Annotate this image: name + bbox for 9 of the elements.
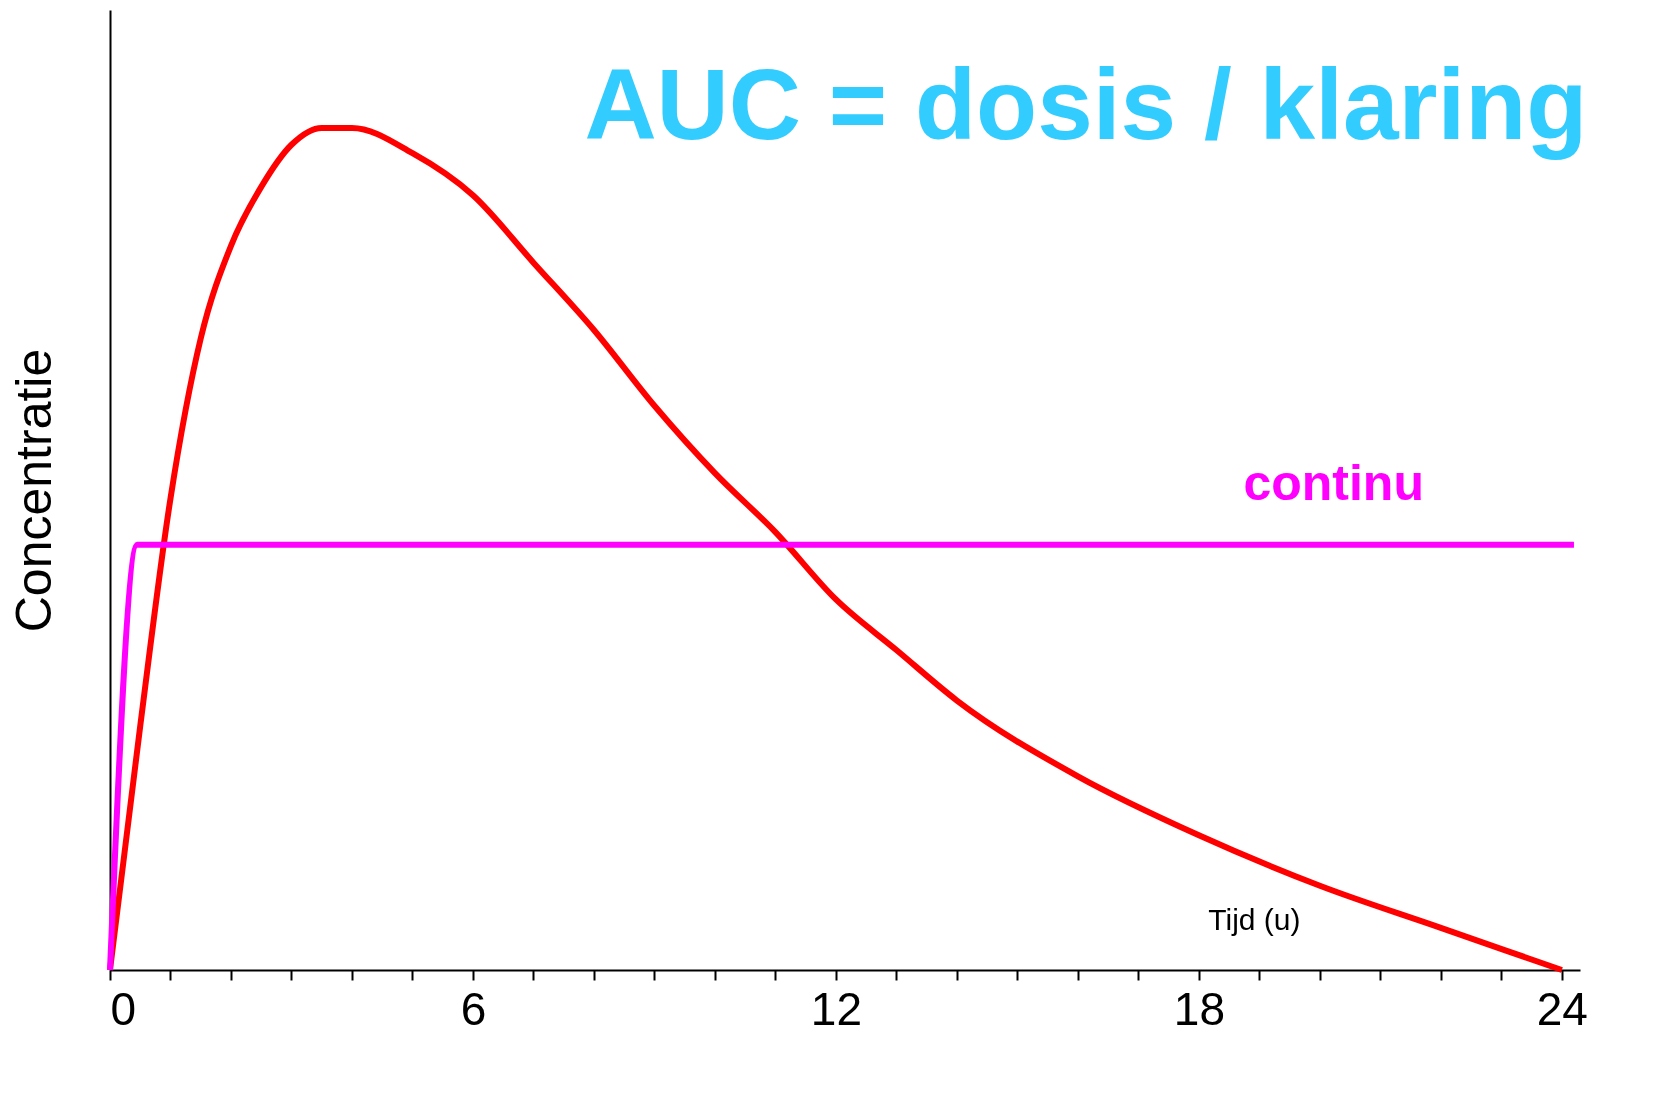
- chart-title: AUC = dosis / klaring: [584, 48, 1588, 160]
- x-axis-title: Tijd (u): [1208, 902, 1301, 936]
- y-axis-title: Concentratie: [5, 348, 62, 633]
- x-tick-label: 6: [460, 982, 487, 1035]
- x-tick-label: 18: [1173, 982, 1225, 1035]
- x-tick-label: 0: [110, 982, 137, 1035]
- x-tick-label: 24: [1536, 982, 1588, 1035]
- series-label: continu: [1243, 454, 1424, 511]
- x-tick-label: 12: [810, 982, 863, 1035]
